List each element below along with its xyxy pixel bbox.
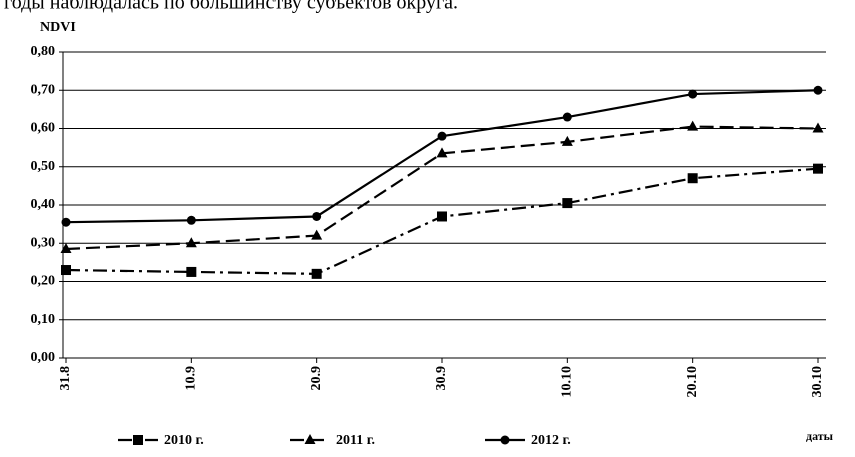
legend-marker [304, 434, 316, 444]
marker [687, 173, 698, 184]
marker [186, 266, 197, 277]
x-axis-label: даты [806, 429, 834, 443]
y-tick-label: 0,80 [31, 44, 56, 59]
marker [688, 89, 698, 99]
y-tick-label: 0,30 [31, 235, 56, 250]
y-tick-label: 0,50 [31, 159, 56, 174]
text-above: годы наблюдалась по большинству субъекто… [4, 0, 458, 14]
marker [312, 211, 322, 221]
marker [562, 198, 573, 209]
y-tick-label: 0,10 [31, 312, 56, 327]
y-tick-label: 0,20 [31, 274, 56, 289]
y-axis-label: NDVI [40, 20, 76, 35]
x-tick-label: 10.9 [184, 366, 199, 391]
marker [185, 237, 197, 248]
y-tick-label: 0,40 [31, 197, 56, 212]
x-tick-label: 20.9 [309, 366, 324, 391]
y-tick-label: 0,70 [31, 82, 56, 97]
marker [311, 268, 322, 279]
x-tick-label: 30.9 [434, 366, 449, 391]
x-tick-label: 31.8 [58, 366, 73, 391]
marker [61, 265, 71, 276]
marker [813, 85, 823, 95]
legend-marker [500, 435, 510, 445]
legend-label: 2010 г. [164, 433, 204, 448]
marker [437, 131, 447, 141]
marker [562, 112, 572, 122]
y-tick-label: 0,60 [31, 121, 56, 136]
y-tick-label: 0,00 [31, 350, 56, 365]
legend-label: 2012 г. [531, 433, 571, 448]
marker [687, 120, 699, 131]
marker [436, 147, 448, 158]
marker [437, 211, 447, 222]
legend-label: 2011 г. [336, 433, 375, 448]
x-tick-label: 10.10 [560, 366, 575, 398]
marker [60, 242, 72, 253]
marker [311, 229, 323, 240]
marker [61, 217, 71, 227]
marker [186, 215, 196, 225]
marker [813, 163, 823, 174]
x-tick-label: 30.10 [810, 366, 825, 398]
marker [561, 135, 573, 146]
marker [812, 122, 824, 133]
series-line [65, 125, 819, 251]
x-tick-label: 20.10 [685, 366, 700, 398]
legend-marker [133, 435, 143, 445]
